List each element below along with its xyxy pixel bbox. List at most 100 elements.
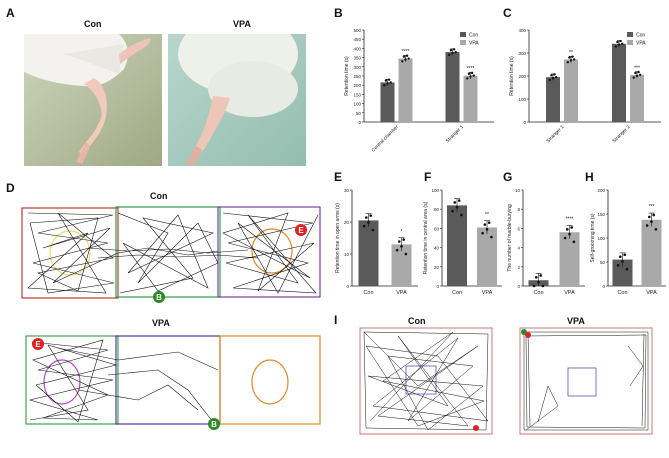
- f-ytick-label-0: 0: [436, 284, 439, 289]
- f-ylabel: Retention time in central area (s): [423, 201, 429, 274]
- b-dot-1-0-1: [449, 49, 453, 52]
- h-ytick-label-0: 0: [602, 284, 605, 289]
- h-ytick-label-4: 200: [597, 188, 605, 193]
- g-ytick-label-4: 8: [517, 207, 520, 212]
- h-ytick-label-2: 100: [597, 236, 605, 241]
- f-xlabel-0: Con: [452, 290, 462, 296]
- b-ytick-label-2: 100: [353, 102, 361, 107]
- b-dot-1-1-3: [470, 71, 474, 75]
- b-ytick-label-9: 450: [353, 37, 361, 42]
- d-vpa-circle-right: [251, 359, 289, 405]
- d-con-marker-e-label: E: [298, 226, 304, 235]
- f-dot-0-2: [455, 205, 459, 209]
- e-bar-con: [358, 220, 379, 286]
- h-xlabel-1: VPA: [646, 290, 657, 296]
- d-vpa-chamber-left: [25, 335, 119, 425]
- e-ytick-label-3: 30: [344, 188, 350, 193]
- chart-e: 0 10 20 30 Retention time in open arms (s) Co…: [335, 188, 418, 296]
- c-ytick-label-4: 400: [518, 28, 526, 33]
- e-dot-0-3: [369, 214, 372, 217]
- i-con-center-zone: [405, 365, 437, 395]
- g-dot-0-3: [539, 274, 542, 277]
- b-dot-0-1-4: [407, 57, 410, 60]
- b-ylabel: Retention time (s): [344, 56, 350, 96]
- c-sig-1: ***: [634, 65, 640, 71]
- d-con-marker-b-label: B: [156, 293, 162, 302]
- b-xlabel-0: Central chamber: [371, 124, 401, 154]
- c-dot-1-0-1: [616, 40, 619, 44]
- b-dot-1-1-2: [469, 75, 472, 78]
- panel-letter-f: F: [424, 170, 432, 184]
- b-dot-1-0-0: [448, 53, 451, 57]
- c-dot-0-1-4: [573, 58, 576, 61]
- f-dot-0-4: [460, 213, 463, 217]
- c-dot-0-0-3: [553, 73, 556, 76]
- c-dot-1-0-2: [617, 43, 621, 46]
- g-dot-0-4: [541, 284, 545, 288]
- g-dot-0-2: [537, 280, 540, 284]
- e-dot-1-2: [400, 245, 403, 248]
- h-sig: ***: [649, 204, 655, 210]
- chart-c: 0 100 200 300 400 Retention time (s) ** Strange…: [509, 28, 661, 144]
- panel-letter-b: B: [334, 6, 343, 20]
- c-ytick-label-1: 100: [518, 97, 526, 102]
- panel-letter-c: C: [503, 6, 512, 20]
- i-vpa-center-zone: [567, 367, 597, 397]
- c-legend-label-vpa: VPA: [636, 41, 646, 47]
- b-dot-0-1-3: [405, 54, 409, 57]
- g-bar-vpa: [559, 232, 580, 286]
- e-dot-0-1: [365, 216, 368, 219]
- b-ytick-label-8: 400: [353, 46, 361, 51]
- f-bar-vpa: [477, 227, 497, 286]
- c-legend-swatch-vpa: [627, 40, 633, 45]
- g-ytick-label-1: 2: [517, 265, 520, 270]
- c-dot-0-0-1: [550, 74, 553, 77]
- e-dot-0-2: [367, 221, 370, 224]
- panel-letter-e: E: [334, 170, 343, 184]
- e-ytick-label-2: 20: [344, 220, 350, 225]
- d-vpa-tracking: E B: [25, 335, 321, 430]
- e-dot-1-3: [402, 238, 405, 241]
- e-dot-1-4: [404, 252, 408, 256]
- h-ytick-label-3: 150: [597, 212, 605, 217]
- i-con-title: Con: [408, 316, 426, 326]
- c-dot-1-0-4: [621, 42, 624, 45]
- c-dot-0-0-4: [555, 75, 558, 79]
- b-legend-swatch-vpa: [460, 40, 466, 45]
- e-ylabel: Retention time in open arms (s): [335, 203, 341, 273]
- photo-con-hindlimb: [24, 34, 162, 166]
- f-dot-0-0: [451, 209, 454, 213]
- b-ytick-label-5: 250: [353, 74, 361, 79]
- b-dot-1-1-0: [466, 77, 469, 80]
- panel-letter-g: G: [503, 170, 513, 184]
- chart-b: 0 50 100 150 200 250 300 350 400 450 500 Retention …: [344, 28, 494, 154]
- b-dot-1-1-4: [472, 74, 475, 77]
- f-ytick-label-1: 20: [434, 265, 440, 270]
- g-xlabel-0: Con: [533, 290, 543, 296]
- h-ytick-label-1: 50: [600, 260, 606, 265]
- e-dot-1-1: [398, 240, 401, 243]
- b-sig-0: ****: [402, 49, 410, 55]
- b-dot-0-0-4: [389, 81, 392, 84]
- g-ytick-label-0: 0: [517, 284, 520, 289]
- b-dot-1-0-4: [454, 50, 457, 54]
- c-dot-1-1-3: [637, 70, 640, 74]
- e-xlabel-1: VPA: [396, 290, 407, 296]
- panel-letter-d: D: [6, 181, 15, 195]
- d-vpa-marker-e: [32, 338, 44, 350]
- g-dot-1-0: [563, 236, 567, 240]
- panel-letter-h: H: [585, 170, 594, 184]
- f-ytick-label-4: 80: [434, 207, 440, 212]
- f-sig: **: [485, 212, 489, 218]
- g-dot-0-1: [535, 276, 538, 279]
- h-dot-0-4: [625, 267, 629, 271]
- f-dot-1-4: [490, 235, 493, 239]
- c-dot-0-1-1: [568, 56, 571, 59]
- d-con-marker-e: [295, 224, 307, 236]
- e-ytick-label-1: 10: [344, 252, 350, 257]
- b-legend-label-con: Con: [469, 33, 478, 39]
- d-con-chamber-right: [217, 206, 321, 298]
- photo-vpa-hindlimb: [168, 34, 306, 166]
- g-dot-1-3: [570, 226, 573, 229]
- c-legend-swatch-con: [627, 32, 633, 37]
